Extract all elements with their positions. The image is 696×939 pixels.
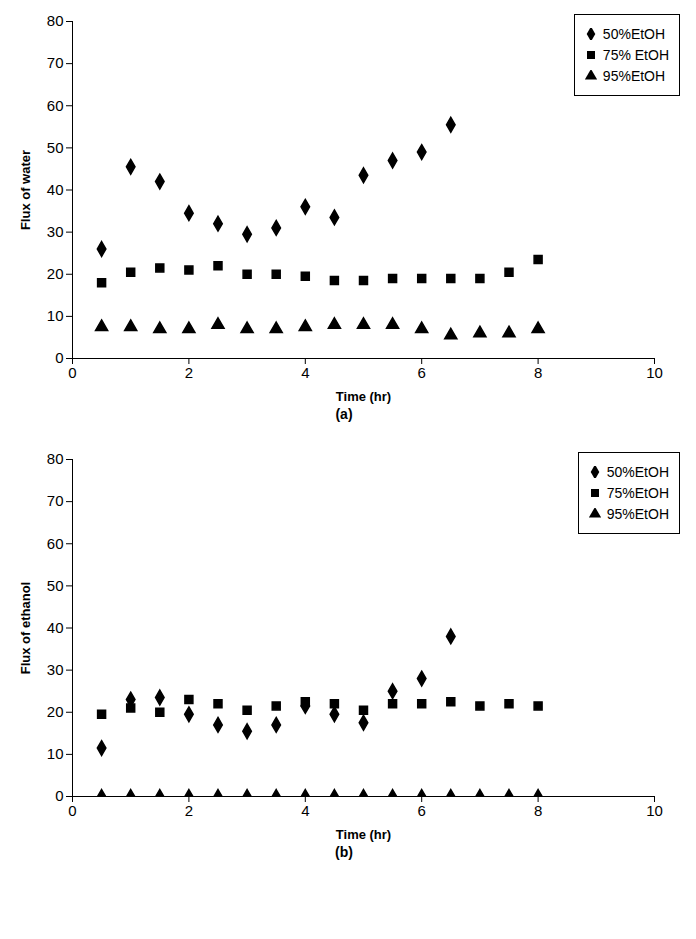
html-text:95%EtOH: 95%EtOH	[606, 506, 669, 522]
svg-text:70: 70	[47, 54, 64, 71]
svg-text:0: 0	[55, 787, 63, 804]
svg-text:40: 40	[47, 619, 64, 636]
html-text:75% EtOH: 75% EtOH	[602, 47, 669, 63]
svg-text:8: 8	[534, 802, 542, 819]
svg-text:70: 70	[47, 492, 64, 509]
svg-text:0: 0	[68, 364, 76, 381]
svg-text:0: 0	[68, 802, 76, 819]
svg-text:10: 10	[646, 364, 663, 381]
svg-text:8: 8	[534, 364, 542, 381]
html-text:(b): (b)	[335, 844, 353, 860]
svg-text:Time (hr): Time (hr)	[336, 389, 391, 404]
svg-text:50: 50	[47, 139, 64, 156]
svg-text:60: 60	[47, 535, 64, 552]
svg-text:10: 10	[47, 307, 64, 324]
svg-text:80: 80	[47, 450, 64, 467]
svg-text:50: 50	[47, 577, 64, 594]
svg-text:30: 30	[47, 223, 64, 240]
svg-text:6: 6	[418, 364, 426, 381]
html-text:50%EtOH: 50%EtOH	[606, 464, 669, 480]
html-text:(a): (a)	[335, 406, 353, 422]
svg-text:2: 2	[185, 802, 193, 819]
svg-text:10: 10	[646, 802, 663, 819]
html-text:95%EtOH: 95%EtOH	[602, 68, 666, 84]
svg-text:0: 0	[55, 349, 63, 366]
svg-text:20: 20	[47, 703, 64, 720]
svg-text:10: 10	[47, 745, 64, 762]
svg-text:60: 60	[47, 97, 64, 114]
html-text:50%EtOH: 50%EtOH	[602, 26, 666, 42]
svg-text:40: 40	[47, 181, 64, 198]
html-text:75%EtOH: 75%EtOH	[606, 485, 669, 501]
svg-text:80: 80	[47, 12, 64, 29]
svg-text:30: 30	[47, 661, 64, 678]
svg-text:Flux of water: Flux of water	[18, 150, 33, 230]
svg-text:Time (hr): Time (hr)	[336, 827, 391, 842]
svg-text:20: 20	[47, 265, 64, 282]
svg-text:4: 4	[301, 364, 309, 381]
svg-text:Flux of ethanol: Flux of ethanol	[18, 582, 33, 674]
svg-text:2: 2	[185, 364, 193, 381]
svg-text:6: 6	[418, 802, 426, 819]
svg-text:4: 4	[301, 802, 309, 819]
